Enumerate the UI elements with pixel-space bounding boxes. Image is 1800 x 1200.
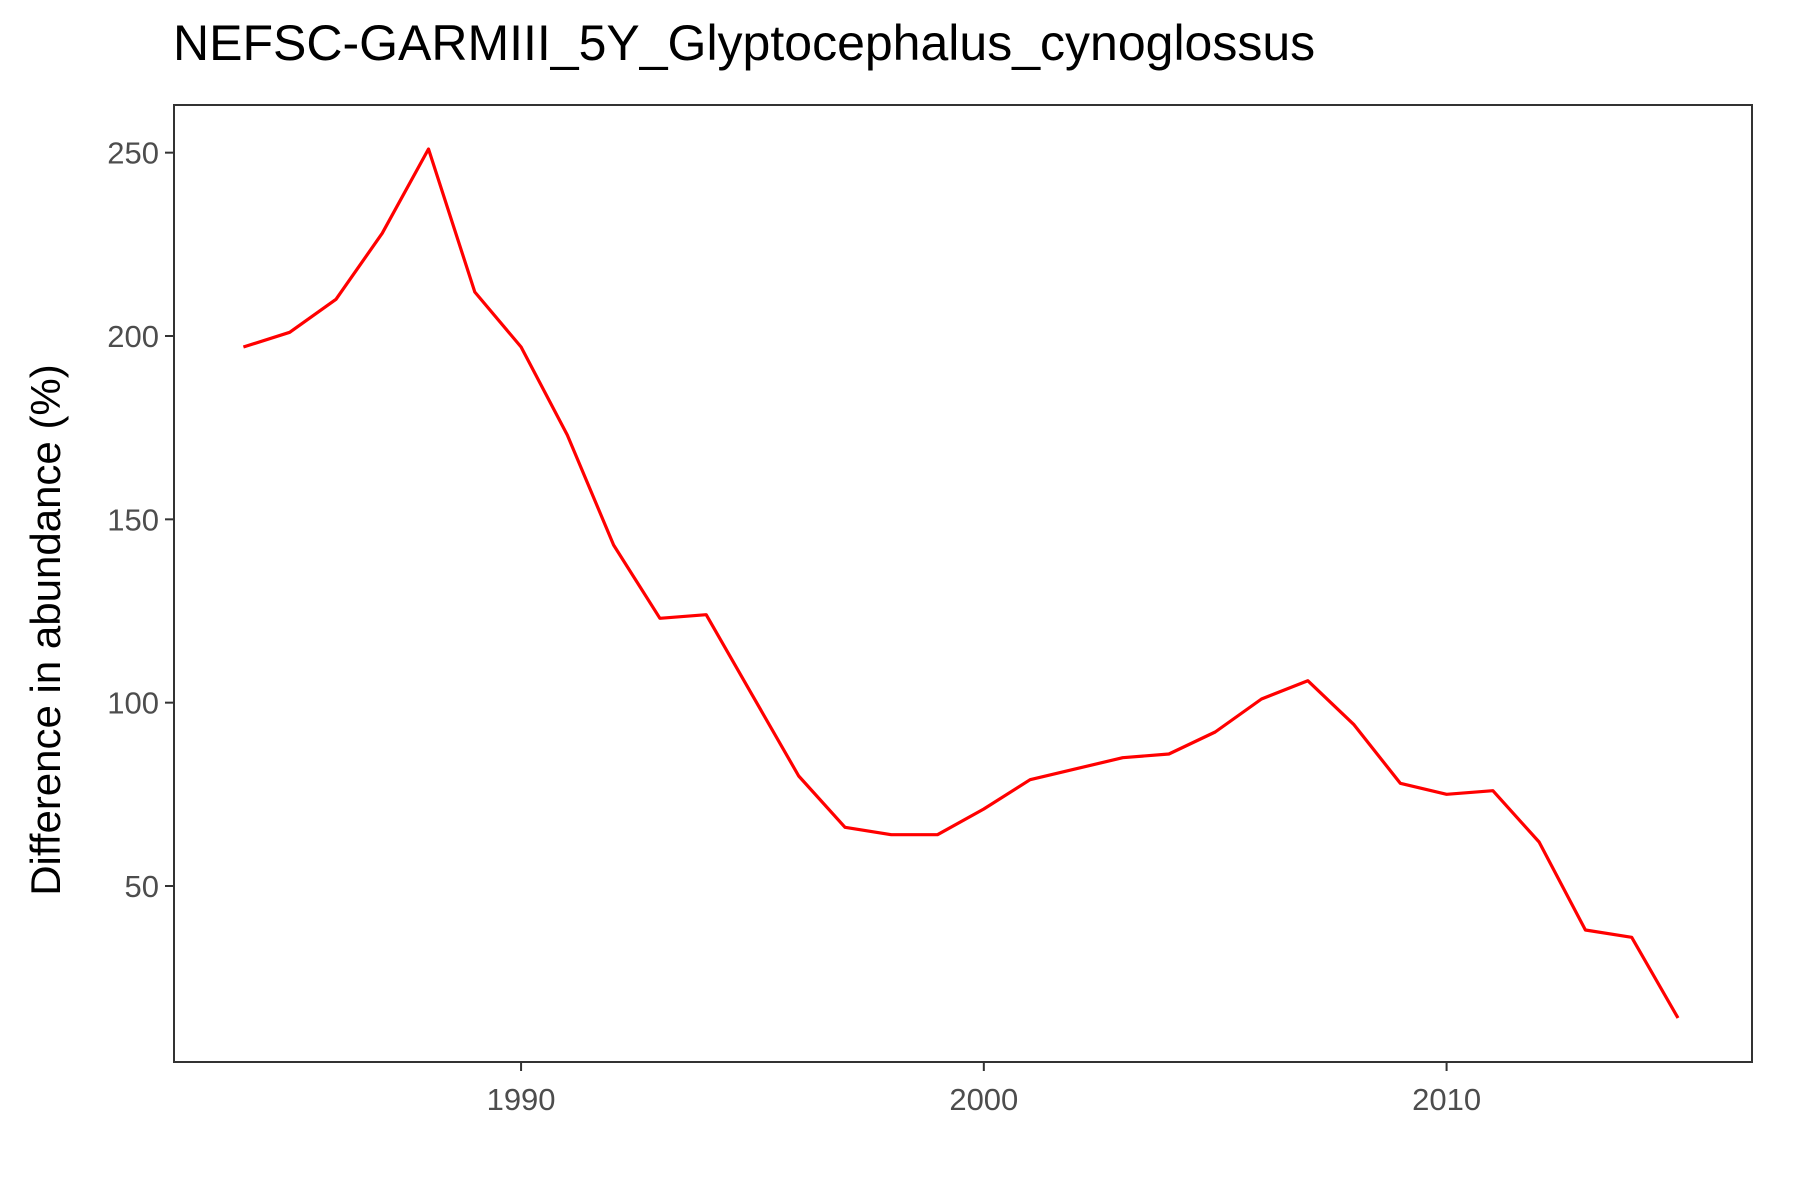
x-tick-label: 2010 [1412,1082,1481,1117]
x-tick-label: 2000 [949,1082,1018,1117]
plot-panel [173,104,1753,1063]
y-tick-label: 150 [107,502,159,537]
y-tick-label: 250 [107,136,159,171]
y-tick-label: 50 [125,869,159,904]
y-tick-label: 200 [107,319,159,354]
y-tick-label: 100 [107,686,159,721]
x-axis: 1990 2000 2010 [487,1062,1481,1117]
x-tick-label: 1990 [487,1082,556,1117]
series-layer [242,147,1680,1019]
series-line [242,147,1680,1019]
chart-title: NEFSC-GARMIII_5Y_Glyptocephalus_cynoglos… [173,15,1316,71]
y-axis: 50 100 150 200 250 [107,136,174,904]
